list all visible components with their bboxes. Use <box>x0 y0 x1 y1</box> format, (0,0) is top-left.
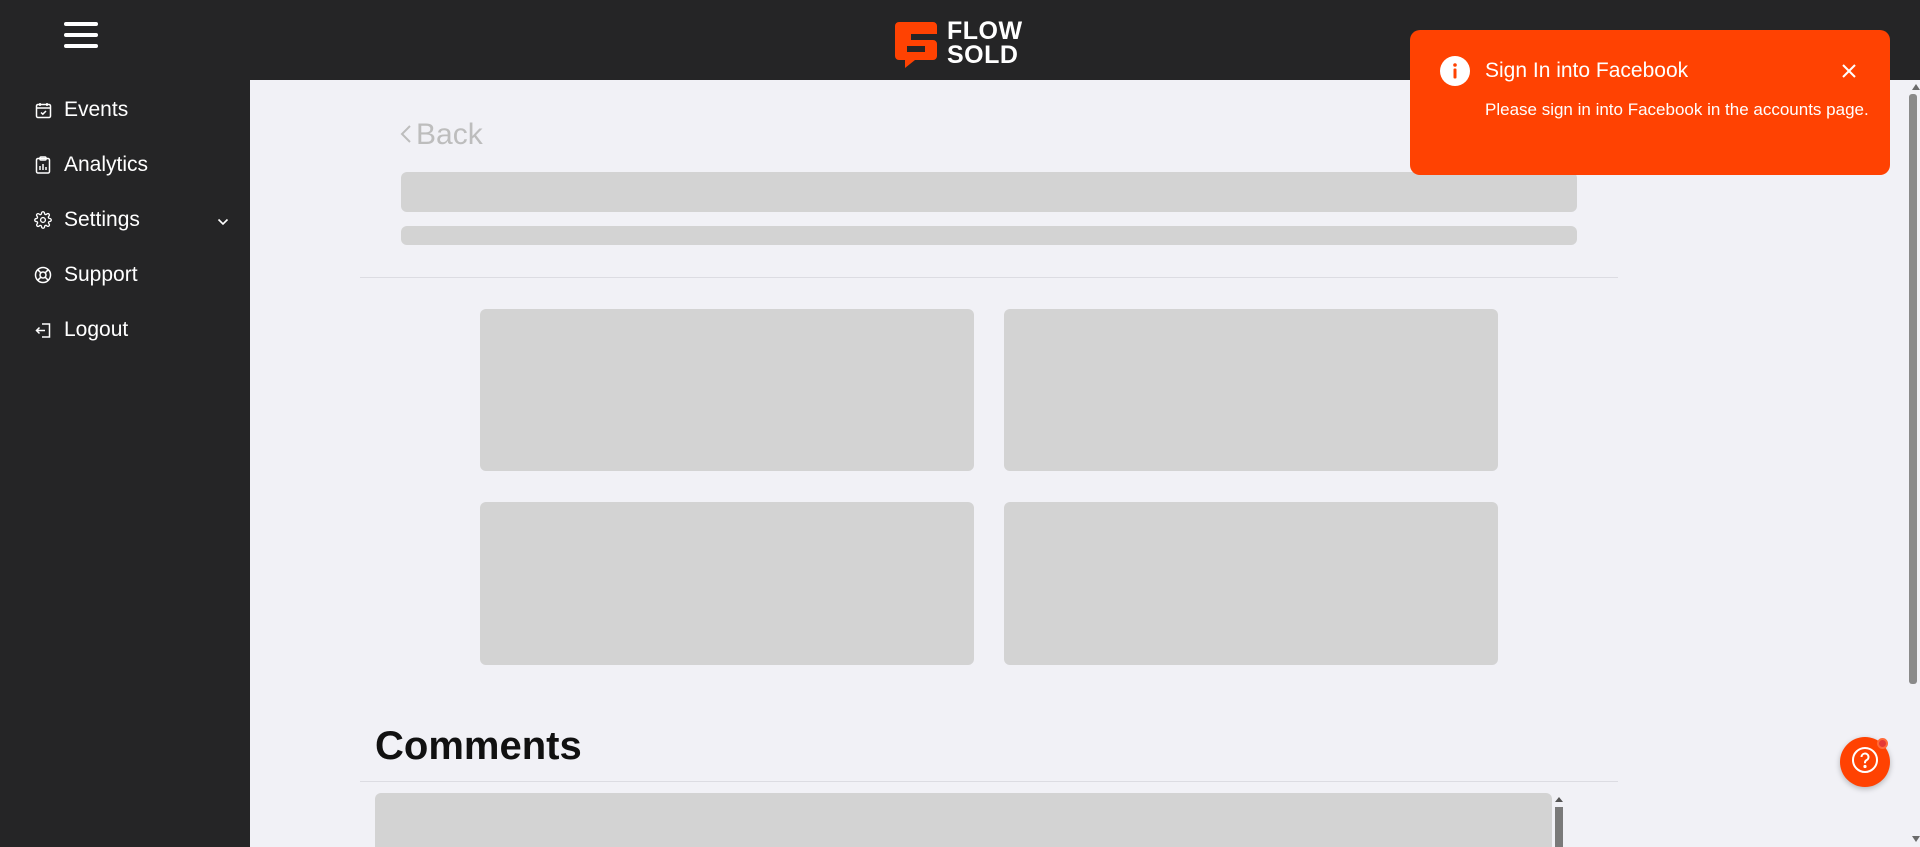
logo-wordmark: FLOW SOLD <box>947 17 1023 69</box>
flowsold-logo[interactable]: FLOW SOLD <box>893 18 1023 68</box>
scroll-down-arrow-icon[interactable] <box>1912 836 1920 842</box>
skeleton-card <box>480 502 974 665</box>
skeleton-card <box>480 309 974 471</box>
notification-toast: Sign In into Facebook Please sign in int… <box>1410 30 1890 175</box>
comments-scrollbar[interactable] <box>1553 795 1564 847</box>
lifebuoy-icon <box>34 266 52 284</box>
sidebar: Events Analytics Settings <box>0 80 250 847</box>
sidebar-item-label: Events <box>64 98 129 121</box>
scroll-up-arrow-icon[interactable] <box>1555 797 1563 802</box>
clipboard-chart-icon <box>34 156 52 174</box>
info-icon <box>1440 56 1470 86</box>
calendar-icon <box>34 101 52 119</box>
main-content: Back Comments <box>250 80 1920 847</box>
scroll-up-arrow-icon[interactable] <box>1912 84 1920 90</box>
flowsold-logo-mark-icon <box>895 22 937 68</box>
logo-line-1: FLOW <box>947 17 1023 45</box>
sidebar-item-label: Settings <box>64 208 140 231</box>
sidebar-item-label: Logout <box>64 318 129 341</box>
notification-dot <box>1877 738 1888 749</box>
skeleton-subtitle <box>401 226 1577 245</box>
gear-icon <box>34 211 52 229</box>
sidebar-item-events[interactable]: Events <box>34 95 230 125</box>
logout-icon <box>34 321 52 339</box>
comments-heading: Comments <box>375 724 582 768</box>
sidebar-item-support[interactable]: Support <box>34 260 230 290</box>
scrollbar-thumb[interactable] <box>1555 807 1563 847</box>
skeleton-title <box>401 172 1577 212</box>
close-icon[interactable] <box>1838 60 1860 82</box>
sidebar-item-analytics[interactable]: Analytics <box>34 150 230 180</box>
sidebar-item-settings[interactable]: Settings <box>34 205 230 235</box>
back-link[interactable]: Back <box>400 118 483 152</box>
chevron-left-icon <box>400 118 412 152</box>
chevron-down-icon[interactable] <box>216 211 230 235</box>
skeleton-card <box>1004 309 1498 471</box>
sidebar-item-logout[interactable]: Logout <box>34 315 230 345</box>
comments-divider <box>360 781 1618 782</box>
scrollbar-thumb[interactable] <box>1909 94 1917 684</box>
skeleton-card <box>1004 502 1498 665</box>
back-label: Back <box>416 118 483 151</box>
sidebar-item-label: Analytics <box>64 153 149 176</box>
toast-title: Sign In into Facebook <box>1485 59 1689 82</box>
toast-message: Please sign in into Facebook in the acco… <box>1485 100 1869 119</box>
skeleton-comment <box>375 793 1552 847</box>
sidebar-item-label: Support <box>64 263 138 286</box>
hamburger-menu-icon[interactable] <box>64 22 98 48</box>
page-scrollbar[interactable] <box>1905 80 1920 847</box>
logo-line-2: SOLD <box>947 41 1019 69</box>
header-divider <box>360 277 1618 278</box>
question-mark-icon <box>1850 745 1880 780</box>
